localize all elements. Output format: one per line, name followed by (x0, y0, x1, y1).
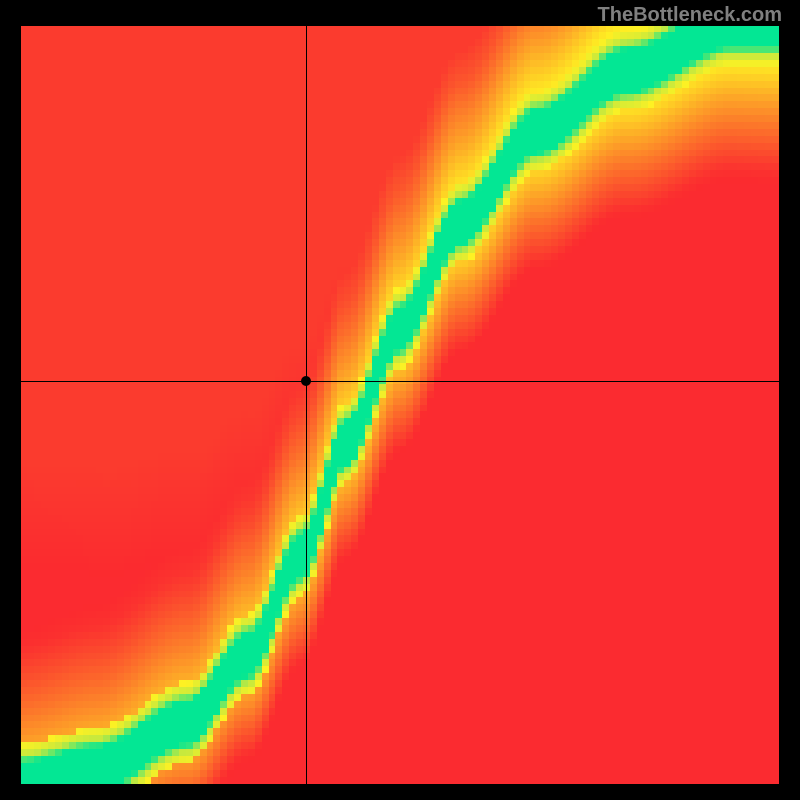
bottleneck-heatmap-plot (21, 26, 779, 784)
watermark-text: TheBottleneck.com (598, 4, 782, 27)
marker-dot (301, 376, 311, 386)
crosshair-vertical (306, 26, 307, 784)
crosshair-horizontal (21, 381, 779, 382)
heatmap-canvas (21, 26, 779, 784)
